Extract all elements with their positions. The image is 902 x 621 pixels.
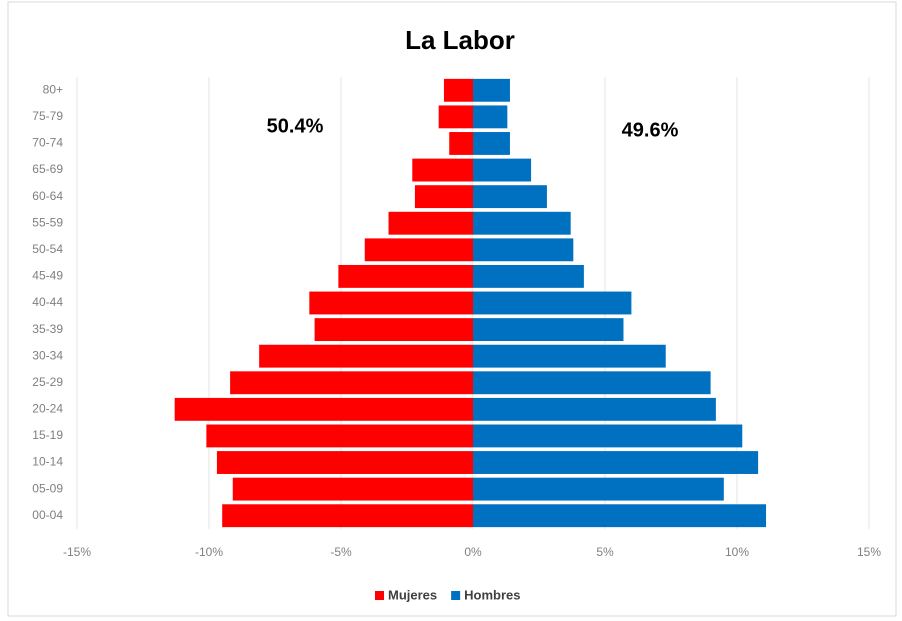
x-tick-label: -5%: [330, 545, 352, 559]
bar: [473, 477, 724, 501]
bar: [473, 397, 716, 421]
y-tick-label: 45-49: [32, 269, 63, 283]
bar: [314, 318, 473, 342]
bar: [338, 264, 473, 288]
y-tick-label: 75-79: [32, 109, 63, 123]
bar: [473, 344, 666, 368]
bar: [388, 211, 473, 235]
bar: [443, 78, 473, 102]
bar: [473, 105, 508, 129]
y-tick-label: 30-34: [32, 348, 63, 362]
legend-label: Mujeres: [388, 587, 437, 602]
bar: [473, 424, 743, 448]
annotation: 49.6%: [622, 119, 679, 141]
y-tick-label: 20-24: [32, 402, 63, 416]
y-tick-label: 80+: [43, 82, 63, 96]
x-tick-label: 0%: [464, 545, 482, 559]
y-tick-label: 10-14: [32, 455, 63, 469]
legend-label: Hombres: [464, 587, 520, 602]
bar: [473, 238, 574, 262]
bar: [473, 78, 510, 102]
bar: [216, 451, 474, 474]
annotation: 50.4%: [267, 115, 324, 137]
bar: [259, 344, 473, 368]
y-tick-label: 60-64: [32, 189, 63, 203]
bar: [473, 132, 510, 155]
bar: [473, 451, 759, 474]
y-tick-label: 05-09: [32, 481, 63, 495]
x-tick-label: 5%: [596, 545, 614, 559]
x-tick-label: 10%: [725, 545, 749, 559]
y-tick-label: 15-19: [32, 428, 63, 442]
x-tick-label: 15%: [857, 545, 881, 559]
x-tick-label: -15%: [63, 545, 91, 559]
bar: [473, 158, 532, 182]
bar: [232, 477, 473, 501]
y-tick-label: 65-69: [32, 162, 63, 176]
legend-swatch: [451, 591, 461, 600]
x-tick-label: -10%: [195, 545, 223, 559]
bar: [473, 291, 632, 315]
y-tick-label: 25-29: [32, 375, 63, 389]
bar: [473, 371, 711, 395]
bar: [473, 211, 571, 235]
chart-title: La Labor: [405, 25, 515, 55]
bar: [230, 371, 473, 395]
bar: [473, 504, 767, 528]
bar: [364, 238, 473, 262]
bar: [473, 185, 547, 209]
y-tick-label: 50-54: [32, 242, 63, 256]
bar: [473, 264, 584, 288]
y-tick-label: 35-39: [32, 322, 63, 336]
bar: [438, 105, 473, 129]
bar: [449, 132, 473, 155]
bar: [414, 185, 473, 209]
bar: [174, 397, 473, 421]
legend-swatch: [375, 591, 384, 600]
y-tick-label: 70-74: [32, 136, 63, 150]
bar: [412, 158, 473, 182]
y-tick-label: 55-59: [32, 215, 63, 229]
bar: [222, 504, 473, 528]
bar: [309, 291, 473, 315]
bar: [206, 424, 474, 448]
y-tick-label: 40-44: [32, 295, 63, 309]
y-tick-label: 00-04: [32, 508, 63, 522]
bar: [473, 318, 624, 342]
